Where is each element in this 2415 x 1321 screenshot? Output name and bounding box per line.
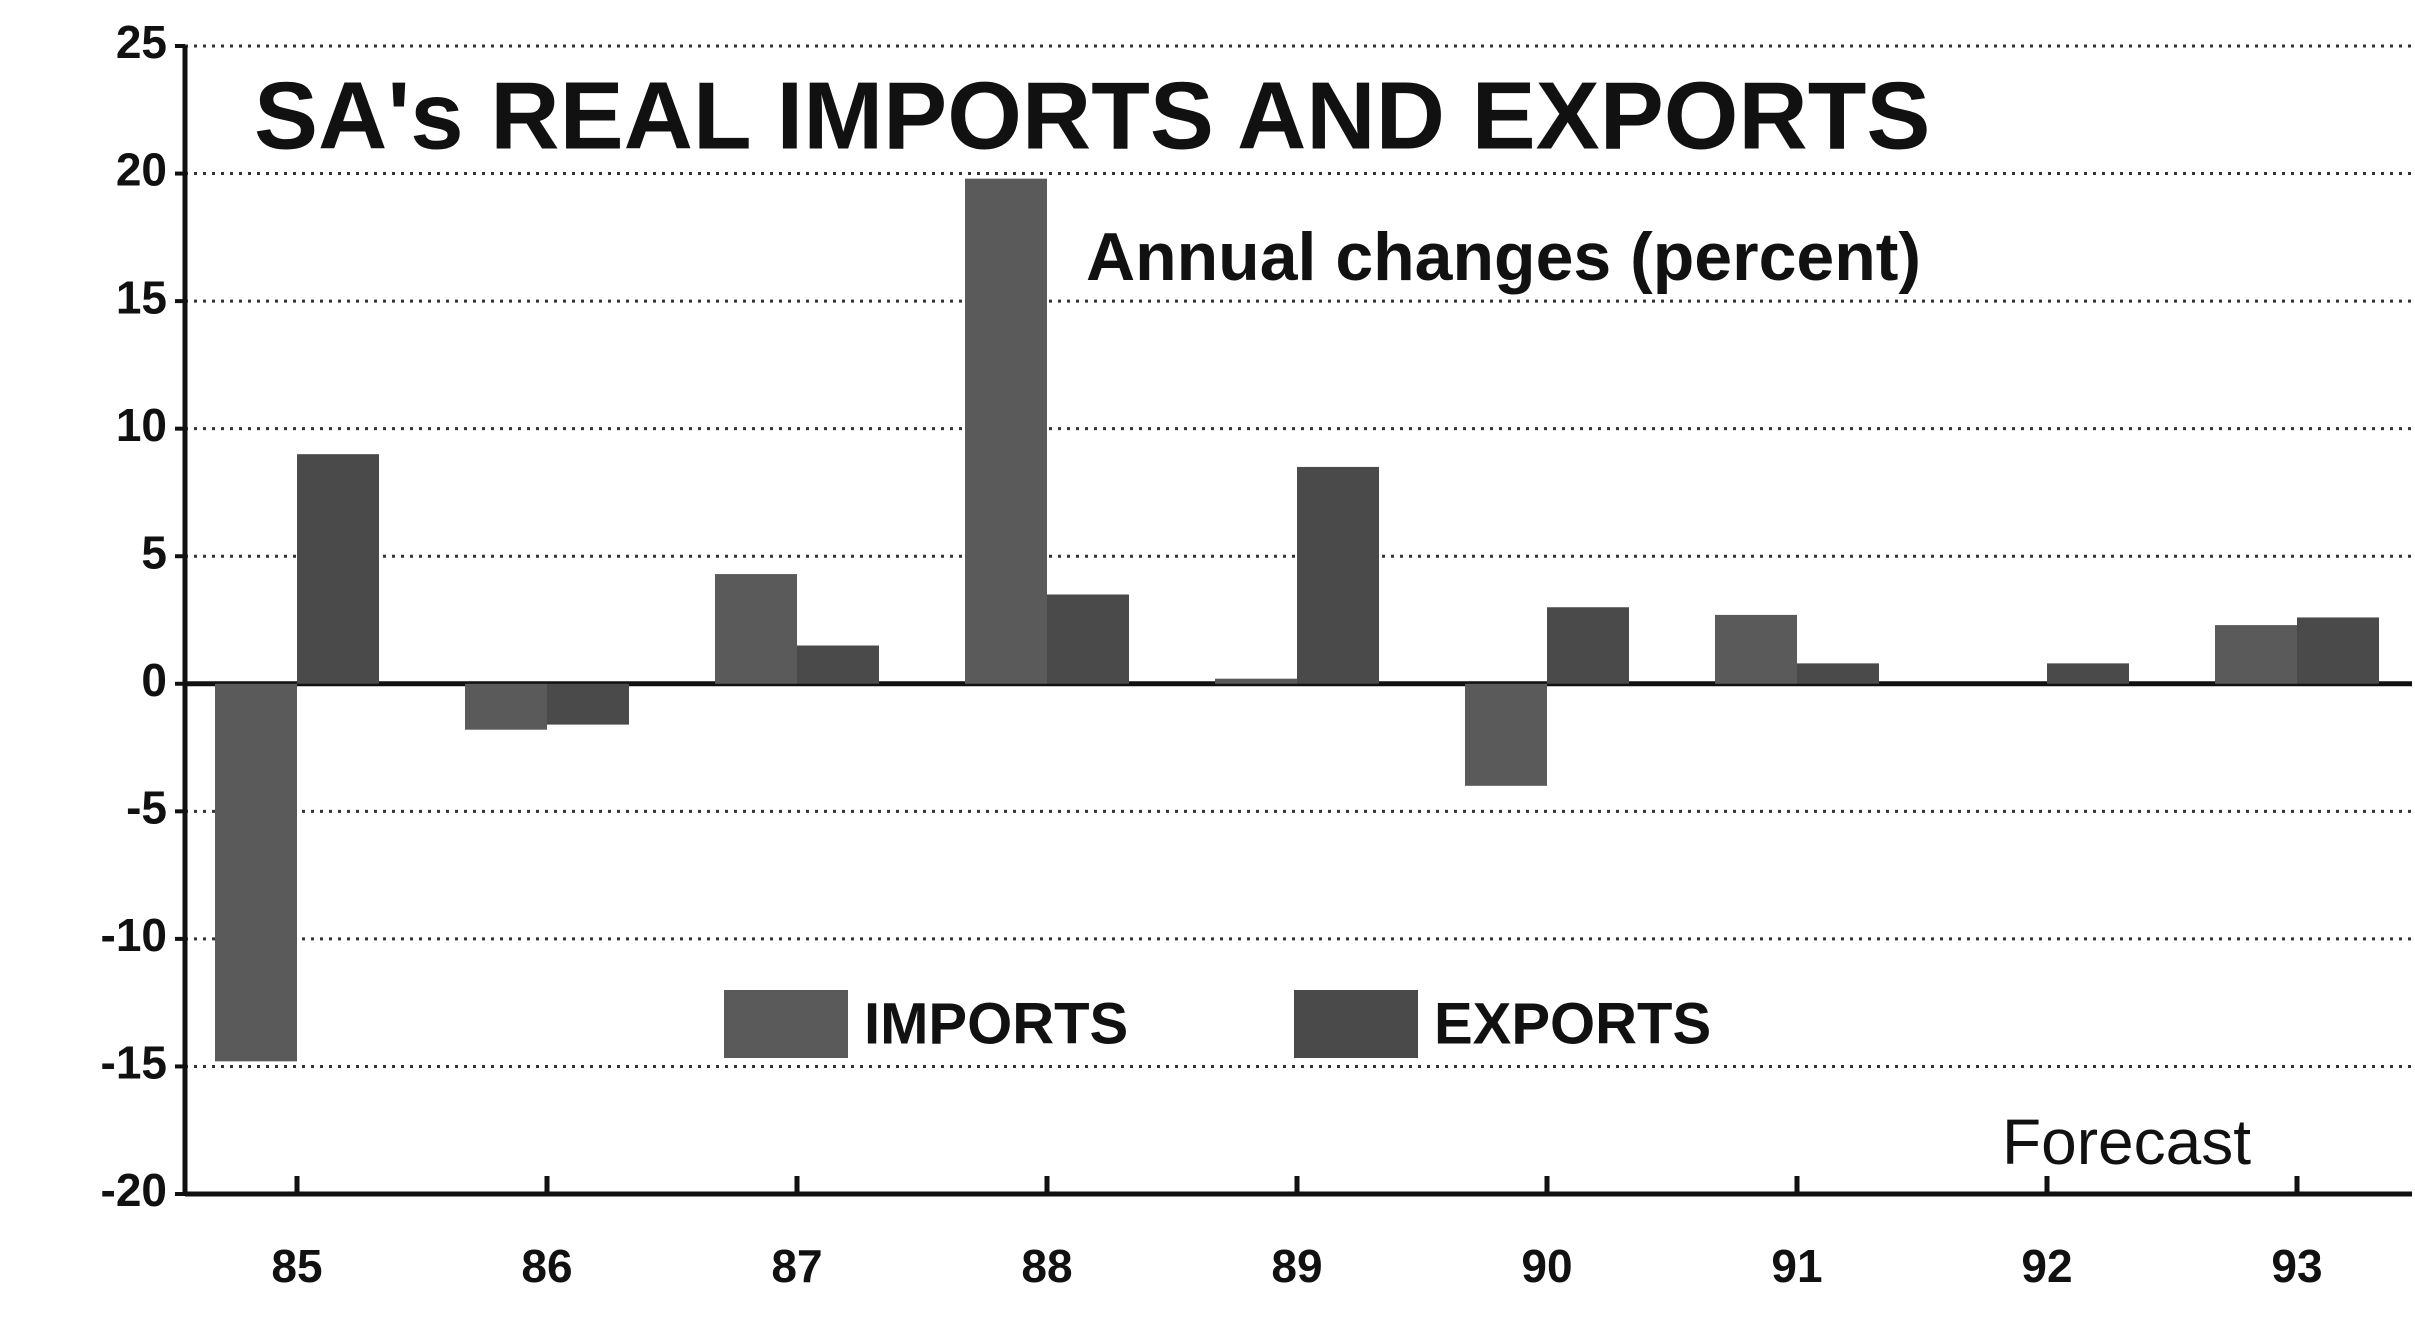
x-tick-label: 93: [2271, 1240, 2322, 1292]
bar: [965, 178, 1047, 684]
y-tick-label: 10: [116, 399, 167, 451]
chart-title: SA's REAL IMPORTS AND EXPORTS: [254, 62, 1930, 169]
bar: [547, 683, 629, 725]
legend-swatch: [724, 990, 848, 1058]
x-tick-label: 90: [1521, 1240, 1572, 1292]
bar: [1297, 466, 1379, 684]
bar: [1047, 594, 1129, 684]
bar: [465, 683, 547, 730]
bar: [715, 574, 797, 684]
y-tick-label: 20: [116, 144, 167, 196]
bar: [2297, 617, 2379, 684]
x-tick-label: 86: [521, 1240, 572, 1292]
y-tick-label: 5: [141, 526, 167, 578]
bar: [1715, 614, 1797, 684]
x-tick-label: 85: [271, 1240, 322, 1292]
legend-label: EXPORTS: [1434, 991, 1711, 1056]
legend-label: IMPORTS: [864, 991, 1128, 1056]
y-tick-label: 0: [141, 654, 167, 706]
annotation: Forecast: [2002, 1106, 2251, 1178]
y-tick-label: -15: [101, 1037, 167, 1089]
x-tick-label: 91: [1771, 1240, 1822, 1292]
chart-subtitle: Annual changes (percent): [1086, 219, 1921, 295]
y-tick-label: 15: [116, 271, 167, 323]
y-tick-label: 25: [116, 16, 167, 68]
y-tick-label: -20: [101, 1164, 167, 1216]
bar: [1215, 678, 1297, 684]
bar: [797, 645, 879, 684]
x-tick-label: 87: [771, 1240, 822, 1292]
bar: [2047, 663, 2129, 684]
bar: [2215, 625, 2297, 684]
legend-swatch: [1294, 990, 1418, 1058]
bar: [1547, 607, 1629, 684]
y-tick-label: -10: [101, 909, 167, 961]
x-tick-label: 92: [2021, 1240, 2072, 1292]
bar: [1797, 663, 1879, 684]
y-tick-label: -5: [126, 781, 167, 833]
x-tick-label: 88: [1021, 1240, 1072, 1292]
bar: [215, 683, 297, 1062]
x-tick-label: 89: [1271, 1240, 1322, 1292]
bar: [297, 454, 379, 684]
bar: [1465, 683, 1547, 786]
